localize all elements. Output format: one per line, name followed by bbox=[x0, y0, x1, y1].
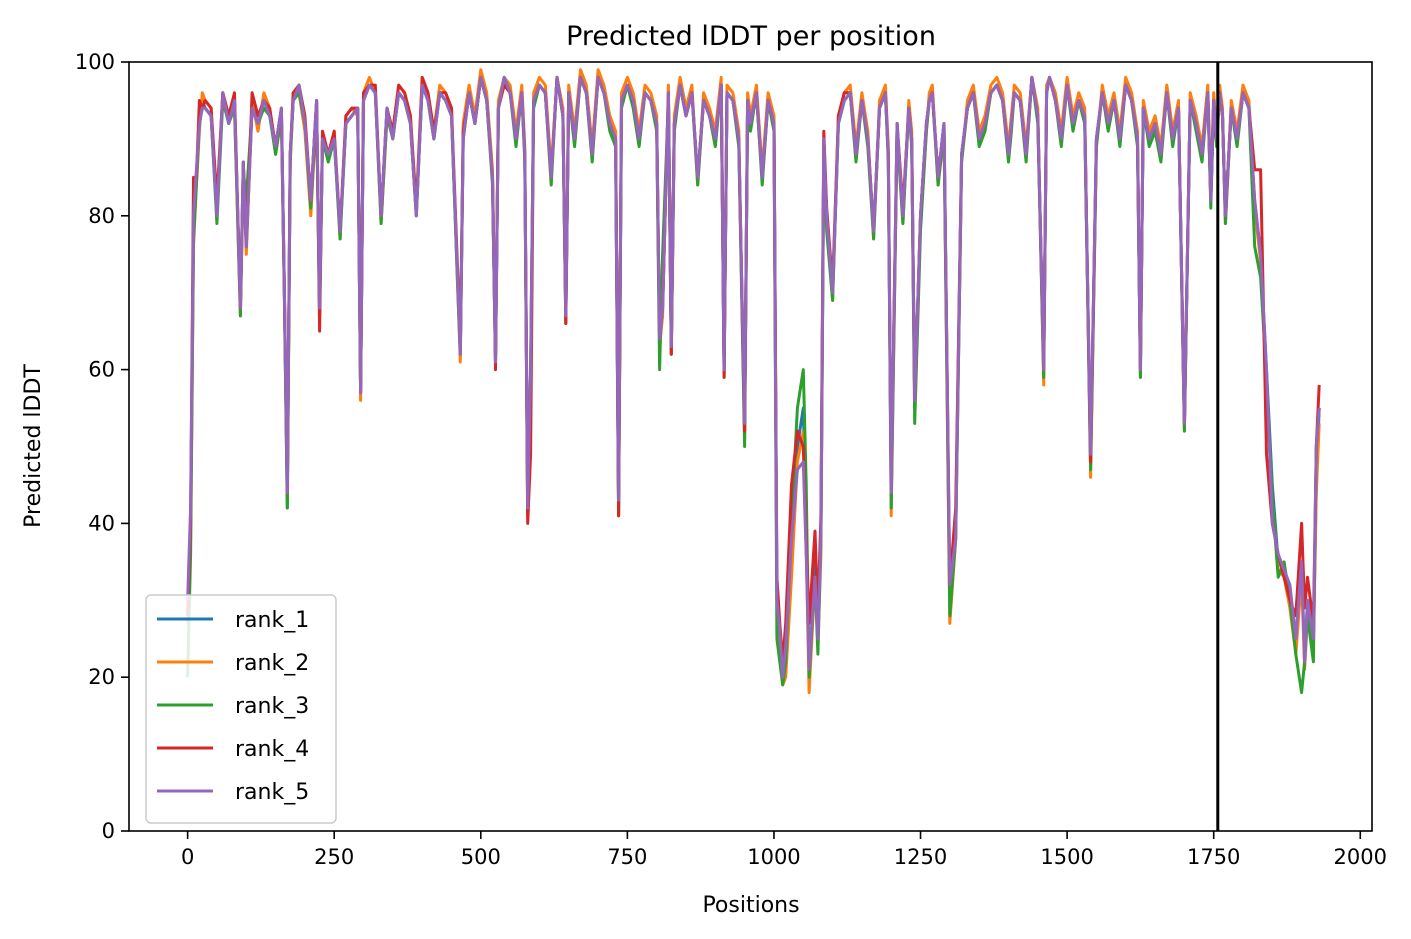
x-axis: 0 250 500 750 1000 1250 1500 1750 2000 bbox=[181, 831, 1387, 869]
legend-label: rank_2 bbox=[235, 651, 309, 676]
x-tick-label: 1250 bbox=[894, 845, 947, 869]
legend-label: rank_5 bbox=[235, 780, 309, 805]
legend-label: rank_4 bbox=[235, 737, 309, 762]
x-tick-label: 750 bbox=[607, 845, 647, 869]
x-tick-label: 500 bbox=[461, 845, 501, 869]
series-line-rank-5 bbox=[186, 75, 1321, 679]
y-tick-label: 100 bbox=[75, 50, 115, 74]
y-tick-label: 20 bbox=[88, 665, 115, 689]
series-lines bbox=[186, 68, 1321, 695]
y-axis-title: Predicted lDDT bbox=[21, 364, 46, 528]
legend-label: rank_1 bbox=[235, 608, 309, 633]
legend-box bbox=[145, 594, 337, 824]
x-tick-label: 1000 bbox=[747, 845, 800, 869]
y-axis: 0 20 40 60 80 100 bbox=[75, 50, 129, 843]
x-tick-label: 2000 bbox=[1334, 845, 1387, 869]
chart-title: Predicted lDDT per position bbox=[566, 21, 936, 52]
y-tick-label: 80 bbox=[88, 204, 115, 228]
x-axis-title: Positions bbox=[702, 893, 799, 918]
x-tick-label: 1750 bbox=[1187, 845, 1240, 869]
legend-label: rank_3 bbox=[235, 694, 309, 719]
x-tick-label: 250 bbox=[314, 845, 354, 869]
y-tick-label: 0 bbox=[102, 819, 115, 843]
x-tick-label: 1500 bbox=[1040, 845, 1093, 869]
legend: rank_1 rank_2 rank_3 rank_4 rank_5 bbox=[145, 594, 337, 824]
x-tick-label: 0 bbox=[181, 845, 194, 869]
y-tick-label: 60 bbox=[88, 358, 115, 382]
plot-frame bbox=[128, 61, 1373, 832]
y-tick-label: 40 bbox=[88, 511, 115, 535]
